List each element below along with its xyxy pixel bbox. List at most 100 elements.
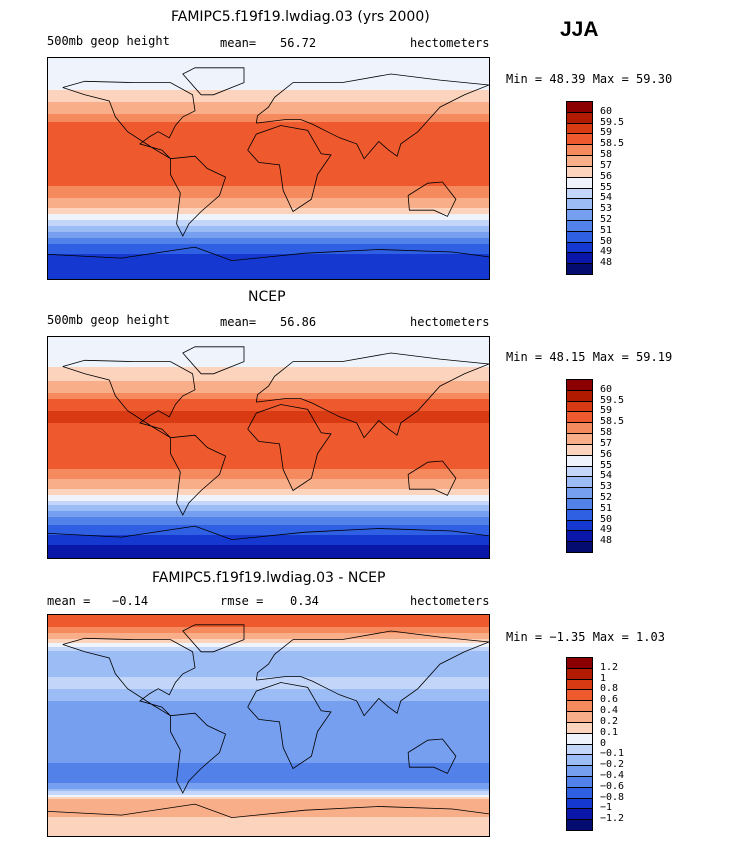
field-band	[48, 216, 489, 219]
field-band	[48, 268, 489, 271]
field-band	[48, 437, 489, 440]
field-band	[48, 543, 489, 546]
colorbar-tick-label: 52	[600, 491, 613, 503]
field-band	[48, 116, 489, 119]
field-band	[48, 210, 489, 213]
field-band	[48, 156, 489, 159]
field-band	[48, 481, 489, 484]
field-band	[48, 745, 489, 748]
field-band	[48, 733, 489, 736]
field-band	[48, 373, 489, 376]
field-band	[48, 489, 489, 492]
field-band	[48, 731, 489, 734]
field-band	[48, 741, 489, 744]
colorbar-tick-label: 50	[600, 513, 613, 525]
colorbar-tick-label: −1	[600, 802, 613, 814]
panel1-title: FAMIPC5.f19f19.lwdiag.03 (yrs 2000)	[171, 9, 430, 25]
field-band	[48, 623, 489, 626]
field-band	[48, 711, 489, 714]
field-band	[48, 497, 489, 500]
panel3-mean-value: −0.14	[112, 594, 149, 608]
field-band	[48, 114, 489, 117]
colorbar-tick-label: 54	[600, 470, 613, 482]
field-band	[48, 683, 489, 686]
field-band	[48, 262, 489, 265]
colorbar-tick-label: 59.5	[600, 394, 625, 406]
field-band	[48, 525, 489, 528]
greenland-outline	[182, 346, 245, 375]
field-band	[48, 351, 489, 354]
field-band	[48, 148, 489, 151]
field-band	[48, 811, 489, 814]
field-band	[48, 555, 489, 558]
field-band	[48, 657, 489, 660]
colorbar-tick-label: 59	[600, 127, 613, 139]
field-band	[48, 453, 489, 456]
field-band	[48, 727, 489, 730]
field-band	[48, 353, 489, 356]
field-band	[48, 659, 489, 662]
colorbar-tick-label: 51	[600, 224, 613, 236]
field-band	[48, 755, 489, 758]
panel3-units: hectometers	[410, 594, 490, 608]
field-band	[48, 341, 489, 344]
field-band	[48, 797, 489, 800]
north-america-outline	[62, 359, 196, 439]
field-band	[48, 803, 489, 806]
field-band	[48, 443, 489, 446]
field-band	[48, 829, 489, 832]
field-band	[48, 743, 489, 746]
field-band	[48, 445, 489, 448]
field-band	[48, 451, 489, 454]
field-band	[48, 637, 489, 640]
field-band	[48, 172, 489, 175]
field-band	[48, 180, 489, 183]
colorbar-tick-label: −0.6	[600, 780, 625, 792]
colorbar-tick-label: 1	[600, 672, 607, 684]
field-band	[48, 363, 489, 366]
field-band	[48, 789, 489, 792]
field-band	[48, 757, 489, 760]
colorbar-tick-label: 58	[600, 427, 613, 439]
colorbar-tick-label: 52	[600, 213, 613, 225]
field-band	[48, 747, 489, 750]
panel3-title: FAMIPC5.f19f19.lwdiag.03 - NCEP	[152, 570, 386, 586]
greenland-outline	[182, 67, 245, 96]
colorbar-tick-label: −0.1	[600, 748, 625, 760]
field-band	[48, 58, 489, 61]
field-band	[48, 66, 489, 69]
field-band	[48, 140, 489, 143]
eurasia-outline	[255, 630, 489, 717]
field-band	[48, 82, 489, 85]
panel2-variable-label: 500mb geop height	[47, 313, 170, 327]
field-band	[48, 707, 489, 710]
field-band	[48, 473, 489, 476]
field-band	[48, 505, 489, 508]
field-band	[48, 238, 489, 241]
field-band	[48, 343, 489, 346]
field-band	[48, 493, 489, 496]
field-band	[48, 653, 489, 656]
colorbar-tick-label: 0.6	[600, 694, 619, 706]
field-band	[48, 98, 489, 101]
field-band	[48, 545, 489, 548]
colorbar-tick-label: 49	[600, 246, 613, 258]
panel2-colorbar: 60 59.5 59 58.5 58 57 56 55 54 53 52 51 50 49 48	[566, 379, 624, 553]
field-band	[48, 130, 489, 133]
field-band	[48, 349, 489, 352]
field-band	[48, 254, 489, 257]
field-band	[48, 252, 489, 255]
field-band	[48, 240, 489, 243]
field-band	[48, 198, 489, 201]
field-band	[48, 739, 489, 742]
field-band	[48, 264, 489, 267]
colorbar-tick-label: 55	[600, 181, 613, 193]
field-band	[48, 533, 489, 536]
colorbar-tick-label: −1.2	[600, 813, 625, 825]
colorbar-tick-label: 0.1	[600, 726, 619, 738]
field-band	[48, 457, 489, 460]
field-band	[48, 62, 489, 65]
field-band	[48, 619, 489, 622]
field-band	[48, 529, 489, 532]
field-band	[48, 447, 489, 450]
